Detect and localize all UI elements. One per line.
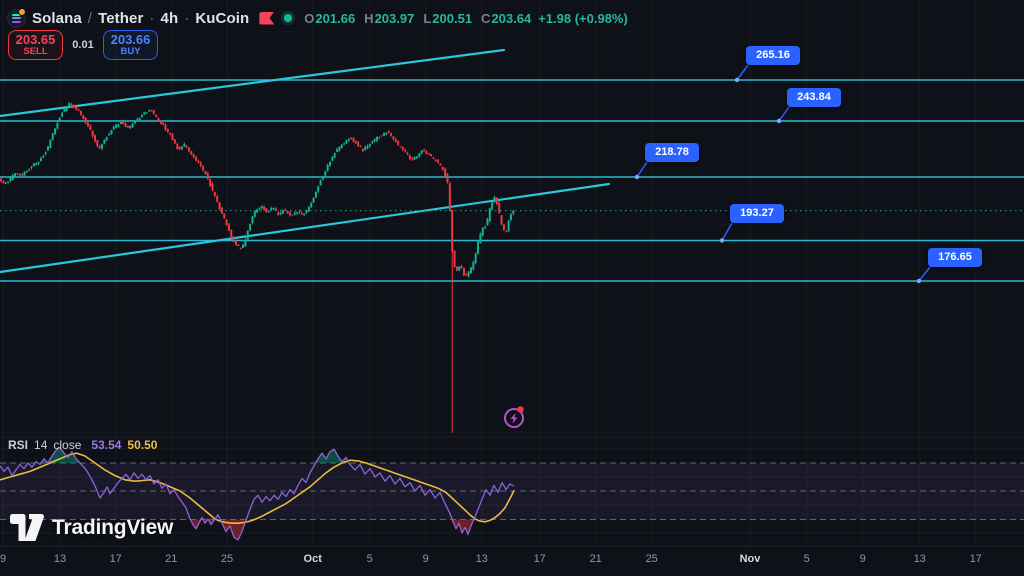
ohlc-item: H203.97 [364,10,415,26]
ohlc-item: O201.66 [304,10,356,26]
time-axis-label: 13 [913,553,926,565]
trendlines[interactable] [0,48,611,274]
buy-price: 203.66 [110,32,151,47]
price-change: +1.98 (+0.98%) [538,10,628,26]
title-part: KuCoin [195,9,250,27]
price-level-badge[interactable]: 218.78 [645,143,699,162]
title-part: Tether [98,9,144,27]
tradingview-logo[interactable]: TradingView [10,514,173,541]
sell-price: 203.65 [15,32,56,47]
price-level-badge[interactable]: 243.84 [787,88,841,107]
horizontal-price-lines[interactable] [0,79,1024,282]
time-axis-label: 9 [422,553,429,565]
time-axis-label: 5 [366,553,373,565]
title-part: 4h [160,9,179,27]
rsi-value: 53.54 [91,438,122,452]
title-separator: / [87,9,93,27]
buy-label: BUY [120,46,141,57]
price-level-badge[interactable]: 176.65 [928,248,982,267]
ohlc-item: C203.64 [481,10,532,26]
time-axis-label: Oct [303,553,322,565]
event-lightning-icon[interactable] [504,406,524,428]
order-panel: 203.65 SELL 0.01 203.66 BUY [8,30,158,60]
time-axis-label: 17 [109,553,122,565]
grid-lines [0,0,1024,547]
spread-value: 0.01 [72,39,94,51]
time-axis-label: 21 [589,553,602,565]
rsi-legend[interactable]: RSI 14 close 53.54 50.50 [8,438,157,452]
rsi-name: RSI [8,438,29,452]
price-badge-anchors [634,64,931,284]
price-level-badge[interactable]: 265.16 [746,46,800,65]
time-axis-label: 21 [165,553,178,565]
time-axis-label: 9 [0,553,7,565]
flag-icon[interactable] [259,11,275,25]
time-axis-label: Nov [739,553,761,565]
tradingview-logo-icon [10,514,44,541]
rsi-pane [0,446,1024,541]
time-axis-label: 25 [220,553,234,565]
buy-button[interactable]: 203.66 BUY [103,30,158,60]
symbol-header: Solana / Tether · 4h · KuCoin O201.66 H203.97 L2… [8,7,628,29]
time-axis-label: 13 [475,553,488,565]
title-separator: · [149,9,155,27]
time-axis-label: 5 [803,553,810,565]
ohlc-values: O201.66 H203.97 L200.51 C203.64 [304,11,531,26]
tradingview-logo-text: TradingView [52,515,174,539]
time-axis-label: 25 [645,553,658,565]
time-axis-label: 9 [859,553,866,565]
rsi-ma-value: 50.50 [127,438,158,452]
time-axis-label: 13 [53,553,67,565]
pane-separators [0,436,1024,547]
title-part: Solana [32,9,82,27]
candlestick-series [0,101,515,433]
solana-coin-icon [8,7,26,27]
title-separator: · [184,9,190,27]
rsi-source: close [53,438,82,452]
rsi-length: 14 [34,438,48,452]
price-level-badge[interactable]: 193.27 [730,204,784,223]
symbol-title[interactable]: Solana / Tether · 4h · KuCoin [32,10,249,27]
time-axis-label: 17 [533,553,546,565]
sell-button[interactable]: 203.65 SELL [8,30,63,60]
ohlc-item: L200.51 [423,10,473,26]
time-axis-label: 17 [969,553,982,565]
market-status-dot-icon [281,11,296,25]
time-axis[interactable]: 9 13 17 21 25 Oct 5 9 13 17 21 25 Nov 5 9 13 17 [0,548,1024,576]
sell-label: SELL [23,46,48,57]
